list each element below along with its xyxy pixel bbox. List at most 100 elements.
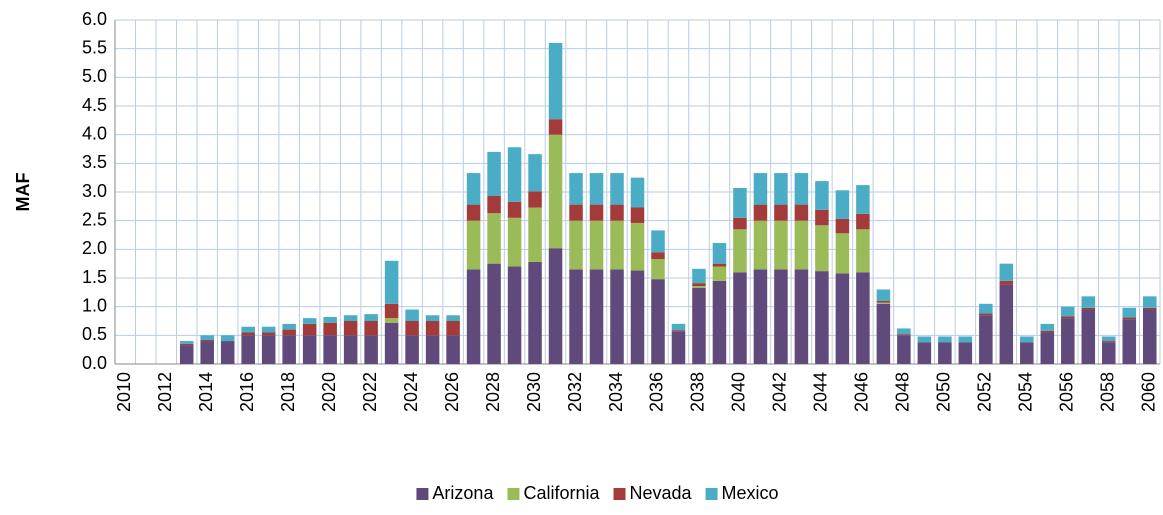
bar-segment <box>302 335 317 364</box>
bar-segment <box>794 204 809 221</box>
bar-segment <box>794 173 809 205</box>
bar-segment <box>569 269 583 364</box>
bar-segment <box>712 263 727 267</box>
bar-segment <box>528 191 542 208</box>
x-tick-label: 2034 <box>606 372 626 412</box>
bar-segment <box>753 269 768 364</box>
bar-segment <box>753 204 768 221</box>
y-tick-label: 1.5 <box>82 267 107 287</box>
bar-segment <box>548 119 563 135</box>
x-tick-label: 2012 <box>155 372 175 412</box>
x-tick-label: 2010 <box>114 372 134 412</box>
bar-segment <box>487 263 501 364</box>
bar-segment <box>651 259 665 280</box>
bar-segment <box>528 207 542 262</box>
bar-segment <box>671 323 686 331</box>
bar-segment <box>876 289 891 301</box>
bar-segment <box>712 243 727 264</box>
bar-segment <box>856 272 870 364</box>
bar-segment <box>733 272 747 364</box>
bar-segment <box>630 177 645 208</box>
y-tick-label: 6.0 <box>82 9 107 29</box>
legend-label: Mexico <box>722 483 779 503</box>
legend-swatch <box>613 488 626 500</box>
legend-swatch <box>507 488 520 500</box>
bar-segment <box>323 335 337 364</box>
bar-segment <box>1102 342 1116 364</box>
x-tick-label: 2022 <box>360 372 380 412</box>
bar-segment <box>261 335 276 364</box>
bar-segment <box>282 329 296 336</box>
bar-segment <box>548 42 563 120</box>
bar-segment <box>897 335 911 364</box>
bar-segment <box>528 154 542 192</box>
y-tick-label: 4.5 <box>82 95 107 115</box>
bar-segment <box>425 315 440 321</box>
bar-segment <box>733 187 747 218</box>
bar-segment <box>1020 342 1034 364</box>
legend-label: California <box>523 483 600 503</box>
bar-segment <box>897 334 911 336</box>
bar-segment <box>241 335 255 364</box>
bar-segment <box>815 225 829 272</box>
bar-segment <box>692 283 706 287</box>
bar-segment <box>671 330 686 332</box>
bar-segment <box>835 218 850 234</box>
legend-label: Nevada <box>630 483 693 503</box>
y-tick-label: 3.5 <box>82 152 107 172</box>
x-tick-label: 2016 <box>237 372 257 412</box>
x-tick-label: 2038 <box>688 372 708 412</box>
bar-segment <box>753 173 768 205</box>
bar-segment <box>712 280 727 364</box>
bar-segment <box>1081 296 1096 308</box>
bar-segment <box>261 326 276 333</box>
legend-label: Arizona <box>432 483 494 503</box>
bar-segment <box>323 316 337 323</box>
bar-segment <box>856 185 870 214</box>
bar-segment <box>999 280 1014 285</box>
bar-segment <box>487 213 501 264</box>
bar-segment <box>507 147 522 202</box>
x-tick-label: 2040 <box>729 372 749 412</box>
bar-segment <box>917 342 932 364</box>
x-tick-label: 2048 <box>893 372 913 412</box>
bar-segment <box>630 270 645 364</box>
bar-segment <box>405 309 419 321</box>
y-tick-label: 0.5 <box>82 324 107 344</box>
bar-segment <box>1040 332 1055 364</box>
bar-segment <box>1142 307 1157 310</box>
y-axis-title: MAF <box>13 173 33 212</box>
bar-segment <box>179 345 194 364</box>
bar-segment <box>466 204 481 221</box>
bar-segment <box>1081 309 1096 364</box>
bar-segment <box>343 335 358 364</box>
bar-segment <box>241 326 255 333</box>
x-tick-label: 2028 <box>483 372 503 412</box>
bar-segment <box>1061 318 1075 364</box>
bar-segment <box>753 220 768 270</box>
bar-segment <box>282 323 296 330</box>
bar-segment <box>1061 306 1075 317</box>
y-tick-label: 2.0 <box>82 238 107 258</box>
x-tick-label: 2032 <box>565 372 585 412</box>
bar-segment <box>794 269 809 364</box>
bar-segment <box>979 313 993 316</box>
bar-segment <box>999 263 1014 281</box>
bar-segment <box>487 151 501 197</box>
bar-segment <box>610 173 624 205</box>
x-tick-label: 2014 <box>196 372 216 412</box>
bar-segment <box>897 328 911 335</box>
bar-segment <box>200 339 214 342</box>
bar-segment <box>589 269 604 364</box>
bar-segment <box>200 335 214 340</box>
bar-segment <box>917 336 932 343</box>
bar-segment <box>1061 316 1075 319</box>
bar-segment <box>938 342 952 364</box>
bar-segment <box>589 204 604 221</box>
bar-segment <box>774 269 788 364</box>
bar-segment <box>958 336 973 343</box>
bar-segment <box>425 335 440 364</box>
bar-segment <box>364 314 378 321</box>
bar-segment <box>815 209 829 226</box>
